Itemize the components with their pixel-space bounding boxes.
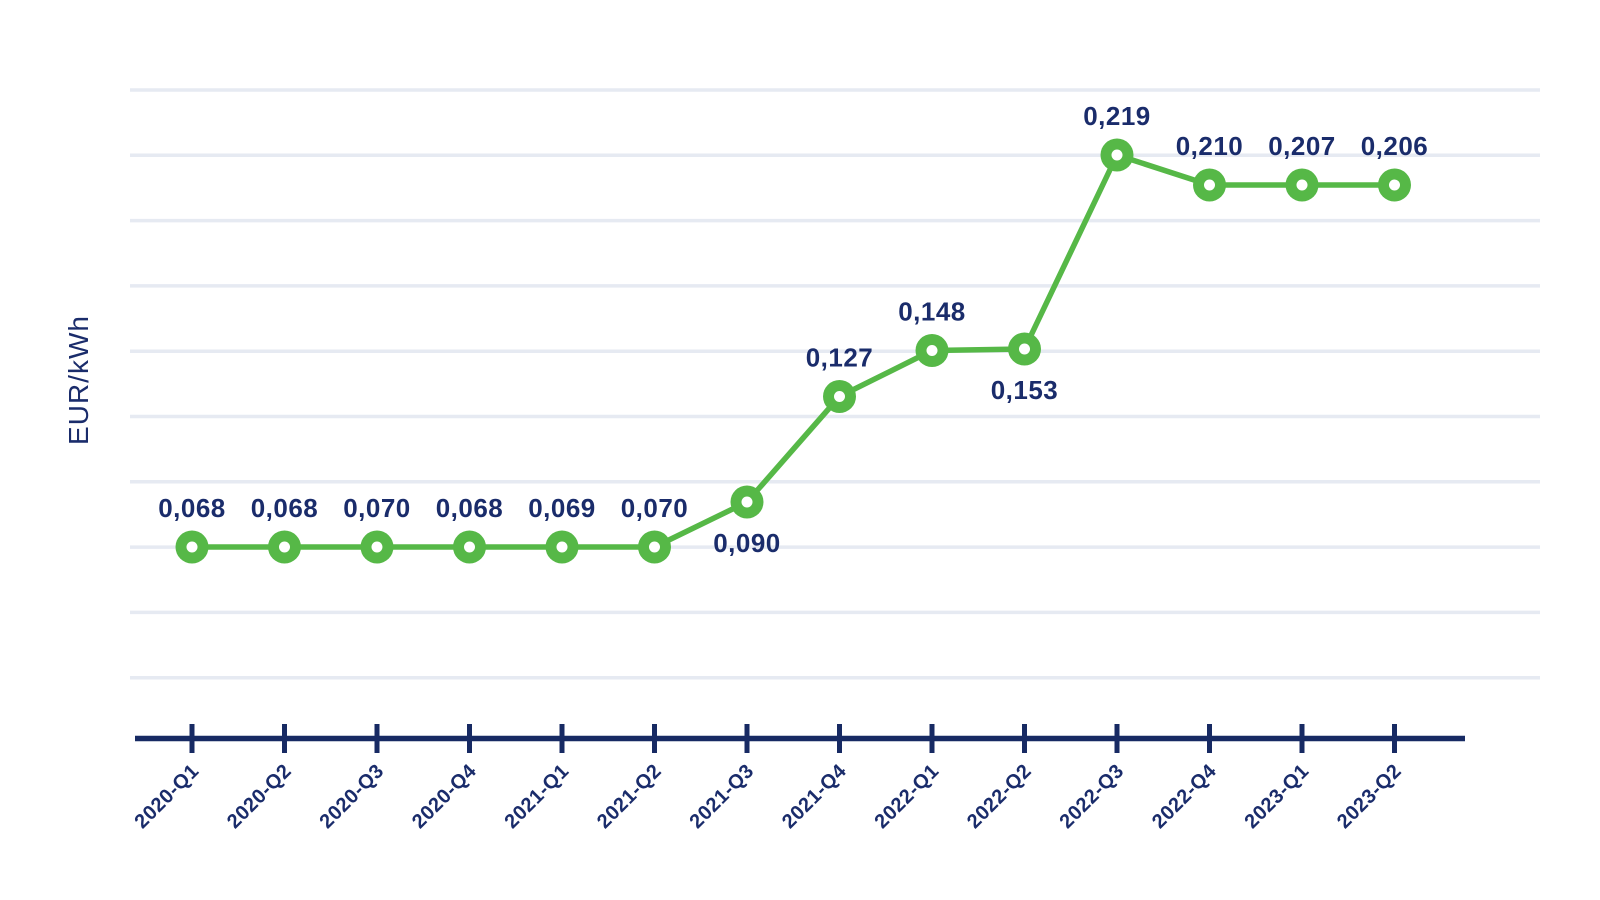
data-point-marker-center <box>1296 179 1308 191</box>
x-tick-label: 2022-Q4 <box>1148 760 1221 833</box>
data-point-marker-center <box>741 496 753 508</box>
y-axis-title: EUR/kWh <box>63 315 94 445</box>
data-point-marker-center <box>1111 149 1123 161</box>
data-point-marker-center <box>279 541 290 553</box>
data-point-label: 0,127 <box>806 343 874 373</box>
data-point-label: 0,090 <box>713 528 781 558</box>
x-tick-label: 2021-Q4 <box>778 760 851 833</box>
x-tick-label: 2022-Q2 <box>963 760 1036 833</box>
x-tick-label: 2021-Q1 <box>500 760 573 833</box>
data-point-marker-center <box>1204 179 1215 191</box>
data-point-marker-center <box>926 345 938 356</box>
x-tick-label: 2020-Q1 <box>130 760 203 833</box>
gridline-layer <box>130 88 1540 680</box>
data-point-marker-center <box>1019 343 1030 355</box>
data-point-label: 0,070 <box>621 493 689 523</box>
x-tick-label: 2022-Q3 <box>1055 760 1128 833</box>
x-tick-label: 2021-Q3 <box>685 760 758 833</box>
data-point-marker-center <box>1389 179 1400 191</box>
data-point-label: 0,206 <box>1361 131 1429 161</box>
x-tick-label: 2023-Q1 <box>1240 760 1313 833</box>
data-point-marker-center <box>371 541 383 553</box>
x-tick-label: 2020-Q2 <box>223 760 296 833</box>
data-point-marker-center <box>649 541 660 553</box>
data-point-label: 0,210 <box>1176 131 1244 161</box>
data-point-label: 0,219 <box>1083 101 1151 131</box>
x-tick-label: 2021-Q2 <box>593 760 666 833</box>
data-point-marker-center <box>464 541 475 553</box>
data-point-marker-center <box>556 541 568 553</box>
data-point-marker-center <box>834 391 845 402</box>
x-tick-label: 2020-Q4 <box>408 760 481 833</box>
x-tick-label: 2022-Q1 <box>870 760 943 833</box>
data-point-label: 0,069 <box>528 493 596 523</box>
x-tick-label: 2020-Q3 <box>315 760 388 833</box>
data-point-label: 0,207 <box>1268 131 1336 161</box>
data-point-label: 0,068 <box>158 493 226 523</box>
label-layer: 0,068 0,068 0,070 0,068 0,069 0,070 0,090 0,127… <box>158 101 1428 558</box>
series-layer <box>175 138 1411 564</box>
data-point-marker-center <box>186 541 198 553</box>
data-point-label: 0,070 <box>343 493 411 523</box>
data-point-label: 0,153 <box>991 375 1059 405</box>
data-point-label: 0,068 <box>251 493 319 523</box>
x-axis-layer: 2020-Q1 2020-Q2 2020-Q3 2020-Q4 2021-Q1 2021-… <box>130 724 1465 833</box>
data-point-label: 0,068 <box>436 493 504 523</box>
data-point-label: 0,148 <box>898 297 966 327</box>
x-tick-label: 2023-Q2 <box>1333 760 1406 833</box>
